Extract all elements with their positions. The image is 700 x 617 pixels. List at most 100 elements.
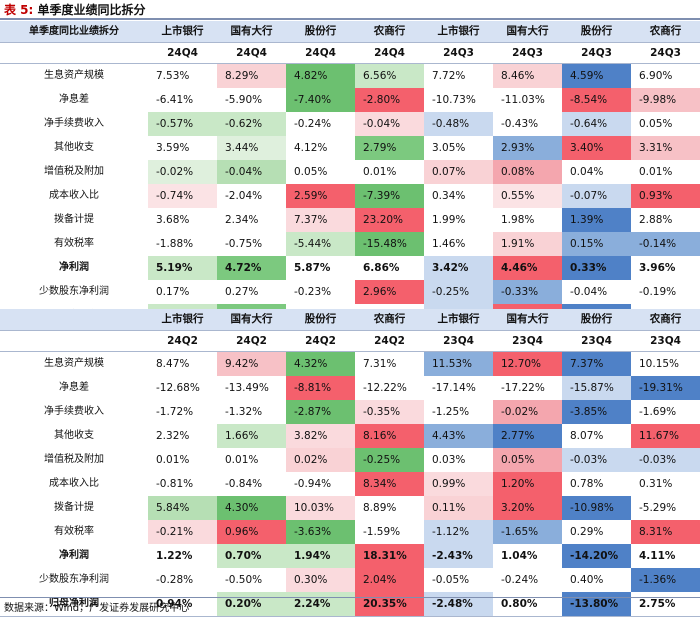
table-cell: 11.53% bbox=[424, 351, 493, 376]
table-cell: -13.80% bbox=[562, 592, 631, 617]
table-row: 生息资产规模 7.53% 8.29% 4.82% 6.56% 7.72% 8.46% 4.59… bbox=[0, 63, 700, 88]
table-cell: 5.84% bbox=[148, 496, 217, 520]
table-cell: 1.22% bbox=[156, 550, 193, 562]
table-cell: 0.33% bbox=[562, 256, 631, 280]
corner-header bbox=[0, 309, 148, 331]
period-header: 23Q4 bbox=[493, 330, 562, 352]
table-cell: 1.20% bbox=[493, 472, 562, 496]
table-cell: 4.82% bbox=[286, 63, 355, 88]
table-number: 表 5: bbox=[4, 3, 34, 17]
table-cell: 3.96% bbox=[639, 262, 676, 274]
group-header: 农商行 bbox=[355, 309, 424, 331]
table-cell: -17.22% bbox=[501, 382, 545, 394]
table-cell: 0.55% bbox=[493, 184, 562, 208]
table-cell: -0.25% bbox=[424, 280, 493, 304]
title-rule bbox=[0, 18, 700, 20]
table-cell: 0.15% bbox=[562, 232, 631, 256]
table-cell: 4.43% bbox=[424, 424, 493, 448]
table-cell: -0.07% bbox=[562, 184, 631, 208]
table-cell: 8.16% bbox=[355, 424, 424, 448]
table-title-text: 单季度业绩同比拆分 bbox=[37, 3, 146, 17]
bottom-rule bbox=[0, 597, 700, 598]
table-cell: -8.54% bbox=[562, 88, 631, 112]
table-cell: 0.05% bbox=[493, 448, 562, 472]
table-cell: 2.96% bbox=[355, 280, 424, 304]
period-header: 23Q4 bbox=[424, 330, 493, 352]
row-label: 净手续费收入 bbox=[44, 118, 104, 129]
period-header: 24Q2 bbox=[148, 330, 217, 352]
table-cell: 0.80% bbox=[493, 592, 562, 617]
table-cell: 2.93% bbox=[493, 136, 562, 160]
table-cell: -12.22% bbox=[363, 382, 407, 394]
table-cell: -0.48% bbox=[424, 112, 493, 136]
row-label: 增值税及附加 bbox=[44, 454, 104, 465]
table-cell: 0.01% bbox=[363, 166, 397, 178]
table-cell: 3.68% bbox=[156, 214, 190, 226]
table-row: 净利润 5.19% 4.72% 5.87% 6.86% 3.42% 4.46% 0.33% 3.… bbox=[0, 256, 700, 280]
table-cell: 8.89% bbox=[363, 502, 397, 514]
table-cell: 2.59% bbox=[286, 184, 355, 208]
table-cell: -0.21% bbox=[148, 520, 217, 544]
table-cell: 2.79% bbox=[355, 136, 424, 160]
table-row: 成本收入比 -0.74% -2.04% 2.59% -7.39% 0.34% 0.55% -0… bbox=[0, 184, 700, 208]
period-header: 24Q4 bbox=[217, 42, 286, 64]
table-row: 少数股东净利润 0.17% 0.27% -0.23% 2.96% -0.25% -0.33%… bbox=[0, 280, 700, 304]
table-cell: 8.31% bbox=[631, 520, 700, 544]
table-cell: 11.67% bbox=[631, 424, 700, 448]
row-label: 净手续费收入 bbox=[44, 406, 104, 417]
period-header-blank bbox=[0, 330, 148, 352]
row-label: 少数股东净利润 bbox=[39, 574, 109, 585]
row-label: 有效税率 bbox=[54, 526, 94, 537]
table-cell: -0.24% bbox=[501, 574, 539, 586]
table-cell: 9.42% bbox=[217, 351, 286, 376]
table-row: 成本收入比 -0.81% -0.84% -0.94% 8.34% 0.99% 1.20% 0.… bbox=[0, 472, 700, 496]
table-row: 增值税及附加 -0.02% -0.04% 0.05% 0.01% 0.07% 0.08% 0.… bbox=[0, 160, 700, 184]
table-cell: -0.03% bbox=[562, 448, 631, 472]
table-row: 其他收支 2.32% 1.66% 3.82% 8.16% 4.43% 2.77% 8.07% 1… bbox=[0, 424, 700, 448]
table-cell: -1.25% bbox=[432, 406, 470, 418]
table-cell: -0.43% bbox=[501, 118, 539, 130]
group-header: 国有大行 bbox=[217, 309, 286, 331]
table-cell: 2.88% bbox=[639, 214, 673, 226]
table-cell: 7.37% bbox=[562, 351, 631, 376]
table-row: 增值税及附加 0.01% 0.01% 0.02% -0.25% 0.03% 0.05% -0.… bbox=[0, 448, 700, 472]
table-cell: -0.04% bbox=[355, 112, 424, 136]
table-cell: -19.31% bbox=[631, 376, 700, 400]
table-cell: 0.01% bbox=[225, 454, 259, 466]
section-2-table: 上市银行 国有大行 股份行 农商行 上市银行 国有大行 股份行 农商行 24Q2 24Q2 24Q2… bbox=[0, 309, 700, 617]
table-cell: 6.90% bbox=[639, 70, 673, 82]
table-cell: -0.23% bbox=[294, 286, 332, 298]
group-header: 国有大行 bbox=[217, 21, 286, 43]
table-cell: -0.05% bbox=[432, 574, 470, 586]
table-cell: -0.02% bbox=[493, 400, 562, 424]
table-cell: -7.40% bbox=[286, 88, 355, 112]
table-cell: 3.44% bbox=[217, 136, 286, 160]
table-cell: -0.57% bbox=[148, 112, 217, 136]
period-header: 23Q4 bbox=[562, 330, 631, 352]
period-header: 24Q2 bbox=[286, 330, 355, 352]
table-cell: -0.75% bbox=[225, 238, 263, 250]
table-cell: 2.77% bbox=[493, 424, 562, 448]
table-cell: -9.98% bbox=[631, 88, 700, 112]
table-cell: 3.82% bbox=[286, 424, 355, 448]
table-cell: -0.84% bbox=[225, 478, 263, 490]
table-cell: 12.70% bbox=[493, 351, 562, 376]
table-cell: 0.05% bbox=[294, 166, 328, 178]
table-cell: 7.53% bbox=[156, 70, 190, 82]
table-cell: 1.94% bbox=[286, 544, 355, 568]
table-row: 有效税率 -0.21% 0.96% -3.63% -1.59% -1.12% -1.65% 0… bbox=[0, 520, 700, 544]
table-cell: -1.65% bbox=[493, 520, 562, 544]
table-cell: -1.72% bbox=[156, 406, 194, 418]
table-cell: 4.30% bbox=[217, 496, 286, 520]
table-cell: -0.74% bbox=[148, 184, 217, 208]
table-row: 拨备计提 5.84% 4.30% 10.03% 8.89% 0.11% 3.20% -10.9… bbox=[0, 496, 700, 520]
table-cell: -3.85% bbox=[562, 400, 631, 424]
table-cell: -1.88% bbox=[156, 238, 194, 250]
table-cell: -10.98% bbox=[562, 496, 631, 520]
period-header: 24Q3 bbox=[631, 42, 700, 64]
data-source-note: 数据来源：Wind，广发证券发展研究中心 bbox=[4, 603, 190, 614]
table-cell: 1.04% bbox=[501, 550, 538, 562]
period-header: 23Q4 bbox=[631, 330, 700, 352]
table-cell: -2.43% bbox=[424, 544, 493, 568]
table-cell: 0.01% bbox=[639, 166, 673, 178]
